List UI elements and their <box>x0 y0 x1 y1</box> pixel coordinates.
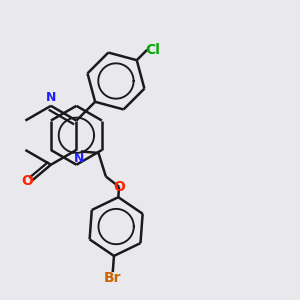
Text: Cl: Cl <box>145 43 160 57</box>
Text: N: N <box>74 152 85 165</box>
Text: O: O <box>21 174 33 188</box>
Text: Br: Br <box>104 271 122 285</box>
Text: O: O <box>114 180 126 194</box>
Text: N: N <box>46 91 56 104</box>
